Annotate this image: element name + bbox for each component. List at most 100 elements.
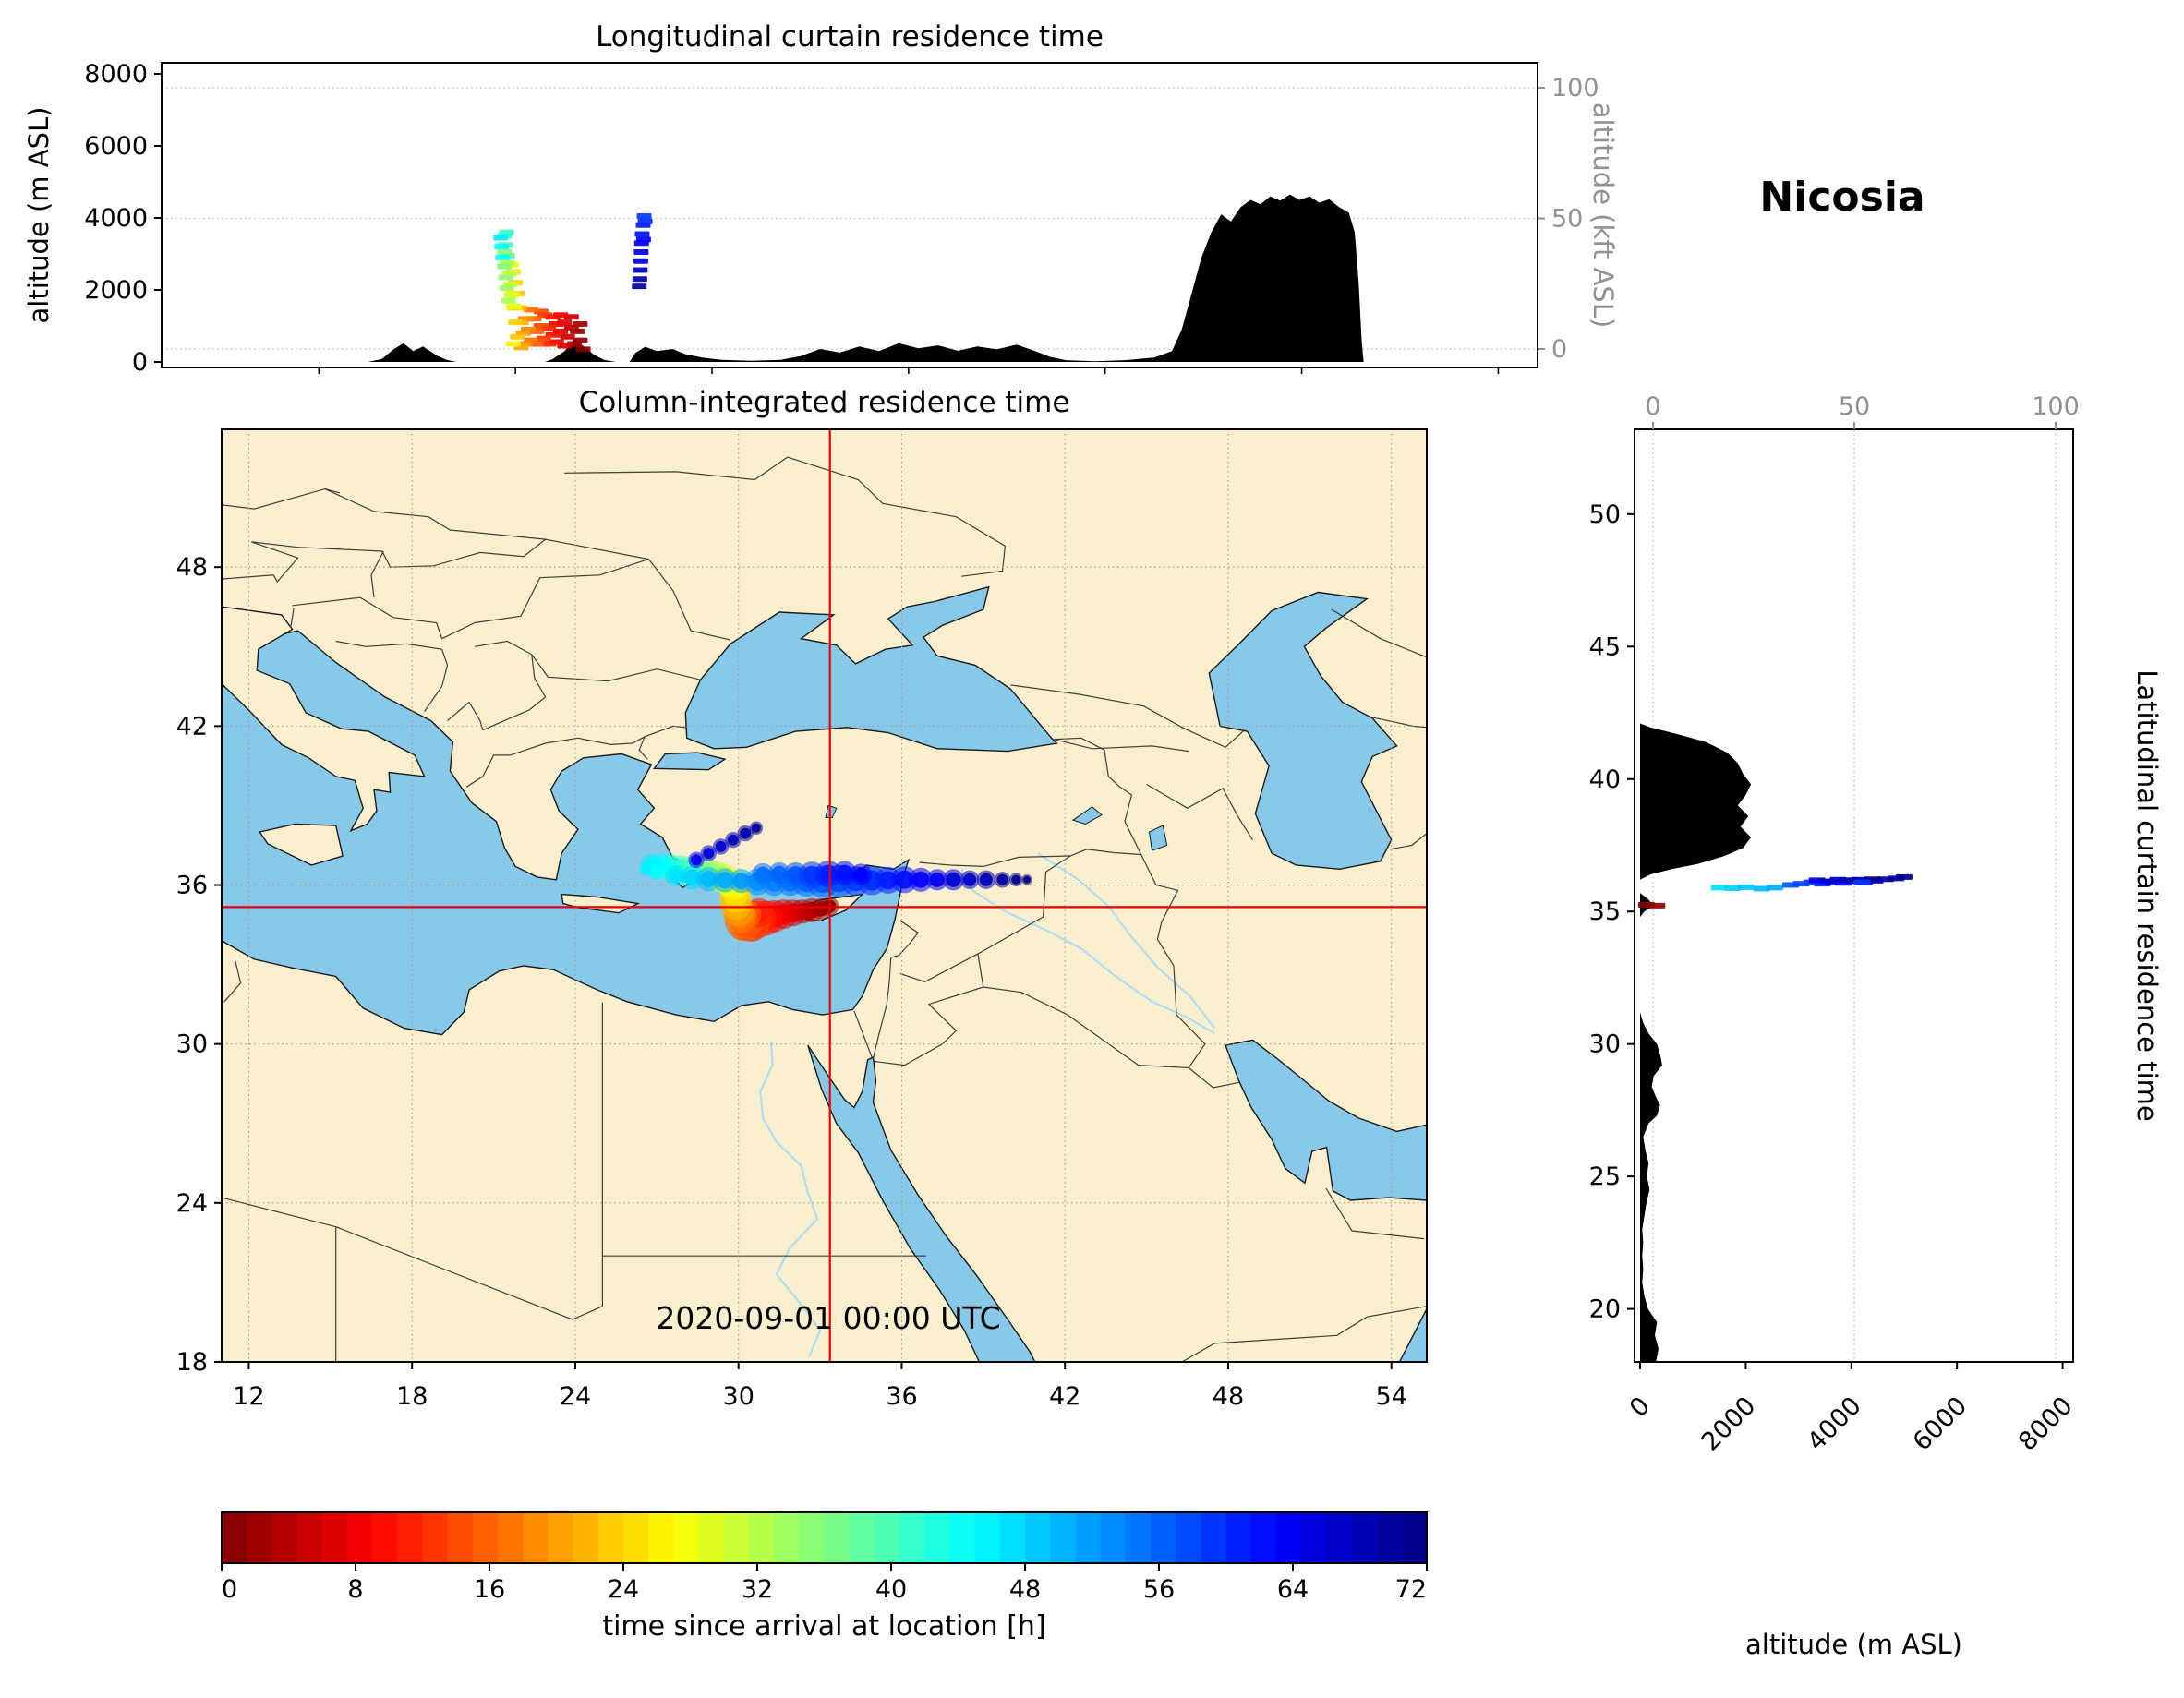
colorbar-step	[247, 1512, 272, 1563]
country-border	[1331, 608, 1427, 658]
country-border	[324, 488, 546, 540]
country-border	[290, 608, 295, 626]
sea-red_sea	[807, 1044, 1036, 1362]
river-tigris	[1037, 852, 1215, 1030]
plume-point	[703, 848, 715, 860]
colorbar-step	[623, 1512, 649, 1563]
colorbar-tick-label: 72	[1395, 1575, 1427, 1604]
country-border	[223, 960, 242, 1003]
top-curtain-ylabel-left: altitude (m ASL)	[23, 106, 54, 324]
colorbar-step	[748, 1512, 775, 1563]
lat-curtain-alt-tick-label: 6000	[1908, 1391, 1973, 1457]
country-border	[465, 736, 646, 788]
colorbar-step	[1150, 1512, 1176, 1563]
country-border	[873, 986, 983, 1066]
map-lon-tick-label: 42	[1049, 1382, 1080, 1411]
colorbar-step	[799, 1512, 826, 1563]
plume-point	[700, 871, 718, 888]
map-title: Column-integrated residence time	[578, 386, 1070, 419]
colorbar-step	[824, 1512, 851, 1563]
colorbar-step	[949, 1512, 976, 1563]
colorbar-step	[447, 1512, 474, 1563]
map-lat-tick-label: 30	[176, 1030, 208, 1059]
residence-cell	[524, 307, 539, 313]
colorbar-step	[1351, 1512, 1378, 1563]
residence-cell	[508, 319, 524, 326]
country-border	[899, 953, 984, 988]
colorbar-step	[346, 1512, 373, 1563]
colorbar-step	[1376, 1512, 1403, 1563]
plume-point	[755, 866, 771, 882]
colorbar-step	[1201, 1512, 1227, 1563]
colorbar-step	[1050, 1512, 1076, 1563]
plume-point	[979, 873, 993, 886]
sea-marmara	[653, 752, 727, 771]
lat-curtain-alt-tick-label: 0	[1624, 1391, 1656, 1423]
lat-curtain-alt-tick-label: 2000	[1696, 1391, 1762, 1457]
lake-van	[1071, 806, 1103, 825]
residence-cell	[633, 258, 648, 264]
plume-point	[669, 868, 683, 884]
lat-curtain-kft-tick-label: 100	[2032, 392, 2080, 421]
colorbar-label: time since arrival at location [h]	[602, 1610, 1046, 1643]
plume-point	[836, 864, 853, 882]
river-euphrates	[960, 868, 1215, 1035]
country-border	[335, 640, 449, 712]
residence-cell	[1753, 885, 1770, 892]
river-nile	[759, 1041, 822, 1357]
country-border	[1188, 1067, 1239, 1089]
plume-point	[727, 834, 739, 846]
lat-curtain-alt-tick-label: 4000	[1802, 1391, 1867, 1457]
colorbar-step	[1275, 1512, 1302, 1563]
country-border	[222, 541, 299, 584]
sea-arabian_sea_corner	[1398, 1308, 1427, 1362]
top-curtain-frame	[161, 62, 1538, 368]
colorbar-step	[597, 1512, 624, 1563]
colorbar-tick-label: 0	[222, 1575, 237, 1604]
colorbar-step	[271, 1512, 298, 1563]
plume-point	[818, 864, 838, 884]
country-border	[482, 654, 547, 731]
country-border	[1390, 833, 1427, 850]
country-border	[983, 986, 1206, 1069]
map-frame	[221, 428, 1428, 1363]
map-lon-tick-label: 48	[1213, 1382, 1244, 1411]
lat-curtain-xlabel: altitude (m ASL)	[1745, 1629, 1962, 1660]
residence-cell	[1737, 884, 1755, 890]
colorbar-tick-label: 16	[474, 1575, 505, 1604]
residence-cell	[541, 341, 557, 347]
colorbar-frame	[221, 1511, 1428, 1564]
residence-cell	[632, 283, 647, 290]
island-crete	[561, 893, 640, 914]
top-curtain-title: Longitudinal curtain residence time	[596, 20, 1104, 54]
colorbar-step	[1176, 1512, 1201, 1563]
country-border	[447, 701, 484, 730]
residence-cell	[498, 274, 513, 281]
country-border	[1140, 854, 1206, 1045]
map-lat-tick-label: 42	[176, 712, 208, 741]
sea-persian_gulf	[1225, 1039, 1427, 1201]
country-border	[638, 736, 648, 760]
plume-point	[771, 865, 787, 881]
lat-curtain-kft-tick-label: 0	[1645, 392, 1660, 421]
map-lat-tick-label: 48	[176, 553, 208, 582]
lat-curtain-ylabel: Latitudinal curtain residence time	[2131, 669, 2163, 1122]
map-lat-tick-label: 18	[176, 1348, 208, 1377]
country-border	[1054, 739, 1189, 753]
colorbar-step	[573, 1512, 599, 1563]
lat-curtain-alt-tick-label: 8000	[2013, 1391, 2079, 1457]
island-italy	[222, 593, 426, 833]
colorbar-step	[1100, 1512, 1127, 1563]
plume-point	[641, 864, 651, 874]
country-border	[370, 550, 384, 598]
colorbar-step	[849, 1512, 875, 1563]
plume-point	[996, 873, 1008, 885]
colorbar-tick-label: 24	[608, 1575, 639, 1604]
plume-point	[1011, 874, 1021, 885]
country-border	[222, 488, 341, 510]
country-border	[292, 596, 443, 639]
sea-caspian	[1208, 591, 1398, 871]
colorbar-step	[422, 1512, 449, 1563]
residence-cell	[633, 240, 649, 247]
colorbar-tick-label: 48	[1009, 1575, 1041, 1604]
